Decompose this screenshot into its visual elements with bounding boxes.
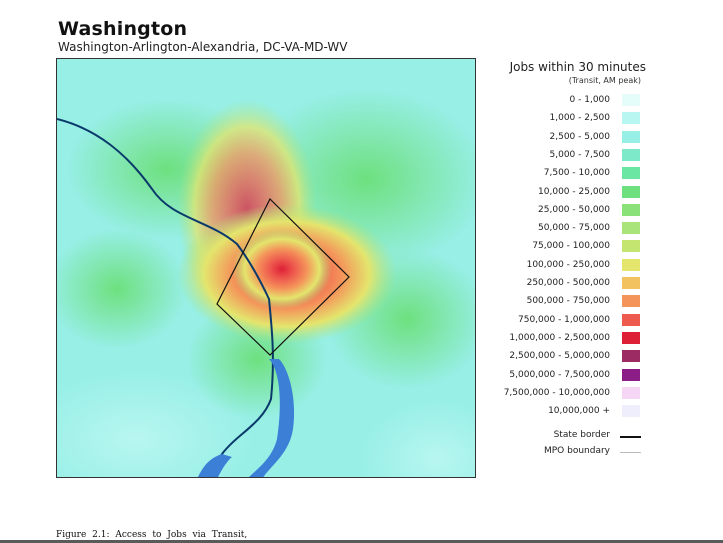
river-inlet — [198, 454, 232, 477]
legend-item-label: 10,000,000 + — [548, 406, 610, 416]
legend-item-label: 100,000 - 250,000 — [526, 260, 610, 270]
map-subtitle: Washington-Arlington-Alexandria, DC-VA-M… — [58, 40, 348, 54]
legend-swatch — [622, 369, 640, 381]
green-region-w — [57, 229, 187, 349]
legend-swatch — [622, 112, 640, 124]
dc-border — [216, 197, 350, 356]
legend-mpo-boundary-label: MPO boundary — [543, 446, 610, 456]
legend-item-label: 5,000 - 7,500 — [549, 150, 611, 160]
legend-item-label: 7,500 - 10,000 — [543, 168, 610, 178]
legend-item-label: 7,500,000 - 10,000,000 — [503, 388, 610, 398]
legend-item-label: 25,000 - 50,000 — [538, 205, 610, 215]
legend-swatch — [622, 94, 640, 106]
legend-swatch — [622, 387, 640, 399]
legend-state-border-line — [620, 436, 641, 438]
downtown-center — [232, 229, 332, 309]
legend-swatch — [622, 131, 640, 143]
legend-item-label: 75,000 - 100,000 — [532, 241, 610, 251]
figure-caption: Figure 2.1: Access to Jobs via Transit, — [56, 530, 248, 540]
legend-swatch — [622, 314, 640, 326]
legend-swatch — [622, 295, 640, 307]
legend-swatch — [622, 240, 640, 252]
legend-item-label: 0 - 1,000 — [569, 95, 610, 105]
legend-swatch — [622, 186, 640, 198]
legend-swatch — [622, 350, 640, 362]
legend-swatch — [622, 204, 640, 216]
legend-title: Jobs within 30 minutes — [509, 60, 646, 74]
river-estuary — [249, 359, 294, 477]
legend-item-label: 1,000 - 2,500 — [549, 113, 611, 123]
legend-state-border-label: State border — [553, 430, 610, 440]
legend-swatch — [622, 332, 640, 344]
legend-swatch — [622, 167, 640, 179]
potomac-river — [57, 118, 274, 477]
legend-swatch — [622, 277, 640, 289]
pale-region-se — [357, 399, 475, 477]
legend-swatch — [622, 222, 640, 234]
legend-swatch — [622, 405, 640, 417]
legend-item-label: 50,000 - 75,000 — [538, 223, 610, 233]
accessibility-map — [56, 58, 476, 478]
legend-item-label: 500,000 - 750,000 — [526, 296, 610, 306]
page-bottom-bar — [0, 540, 723, 543]
map-canvas — [57, 59, 475, 477]
map-title: Washington — [58, 18, 188, 40]
legend-item-label: 5,000,000 - 7,500,000 — [509, 370, 610, 380]
legend-item-label: 750,000 - 1,000,000 — [518, 315, 610, 325]
legend-mpo-boundary-line — [620, 452, 641, 453]
legend-item-label: 2,500,000 - 5,000,000 — [509, 351, 610, 361]
legend-swatch — [622, 259, 640, 271]
legend-item-label: 1,000,000 - 2,500,000 — [509, 333, 610, 343]
legend-item-label: 10,000 - 25,000 — [538, 187, 610, 197]
legend-item-label: 2,500 - 5,000 — [549, 132, 611, 142]
legend-swatch — [622, 149, 640, 161]
legend-item-label: 250,000 - 500,000 — [526, 278, 610, 288]
legend-subtitle: (Transit, AM peak) — [568, 76, 641, 85]
